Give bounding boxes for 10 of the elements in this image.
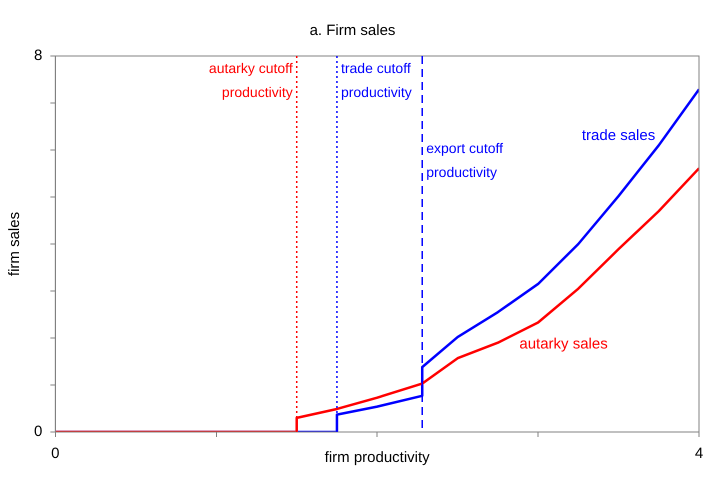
- series-label: trade sales: [582, 127, 656, 144]
- x-axis-title: firm productivity: [324, 449, 430, 466]
- y-tick-label: 8: [34, 47, 42, 64]
- y-axis-title: firm sales: [6, 212, 24, 276]
- ref-line-label: trade cutoff productivity: [340, 60, 412, 100]
- ref-line-label: export cutoff productivity: [426, 140, 504, 180]
- series-label: autarky sales: [519, 335, 608, 352]
- ref-line-label: autarky cutoff productivity: [208, 60, 293, 100]
- chart-title: a. Firm sales: [310, 22, 396, 40]
- x-tick-label: 4: [694, 445, 704, 462]
